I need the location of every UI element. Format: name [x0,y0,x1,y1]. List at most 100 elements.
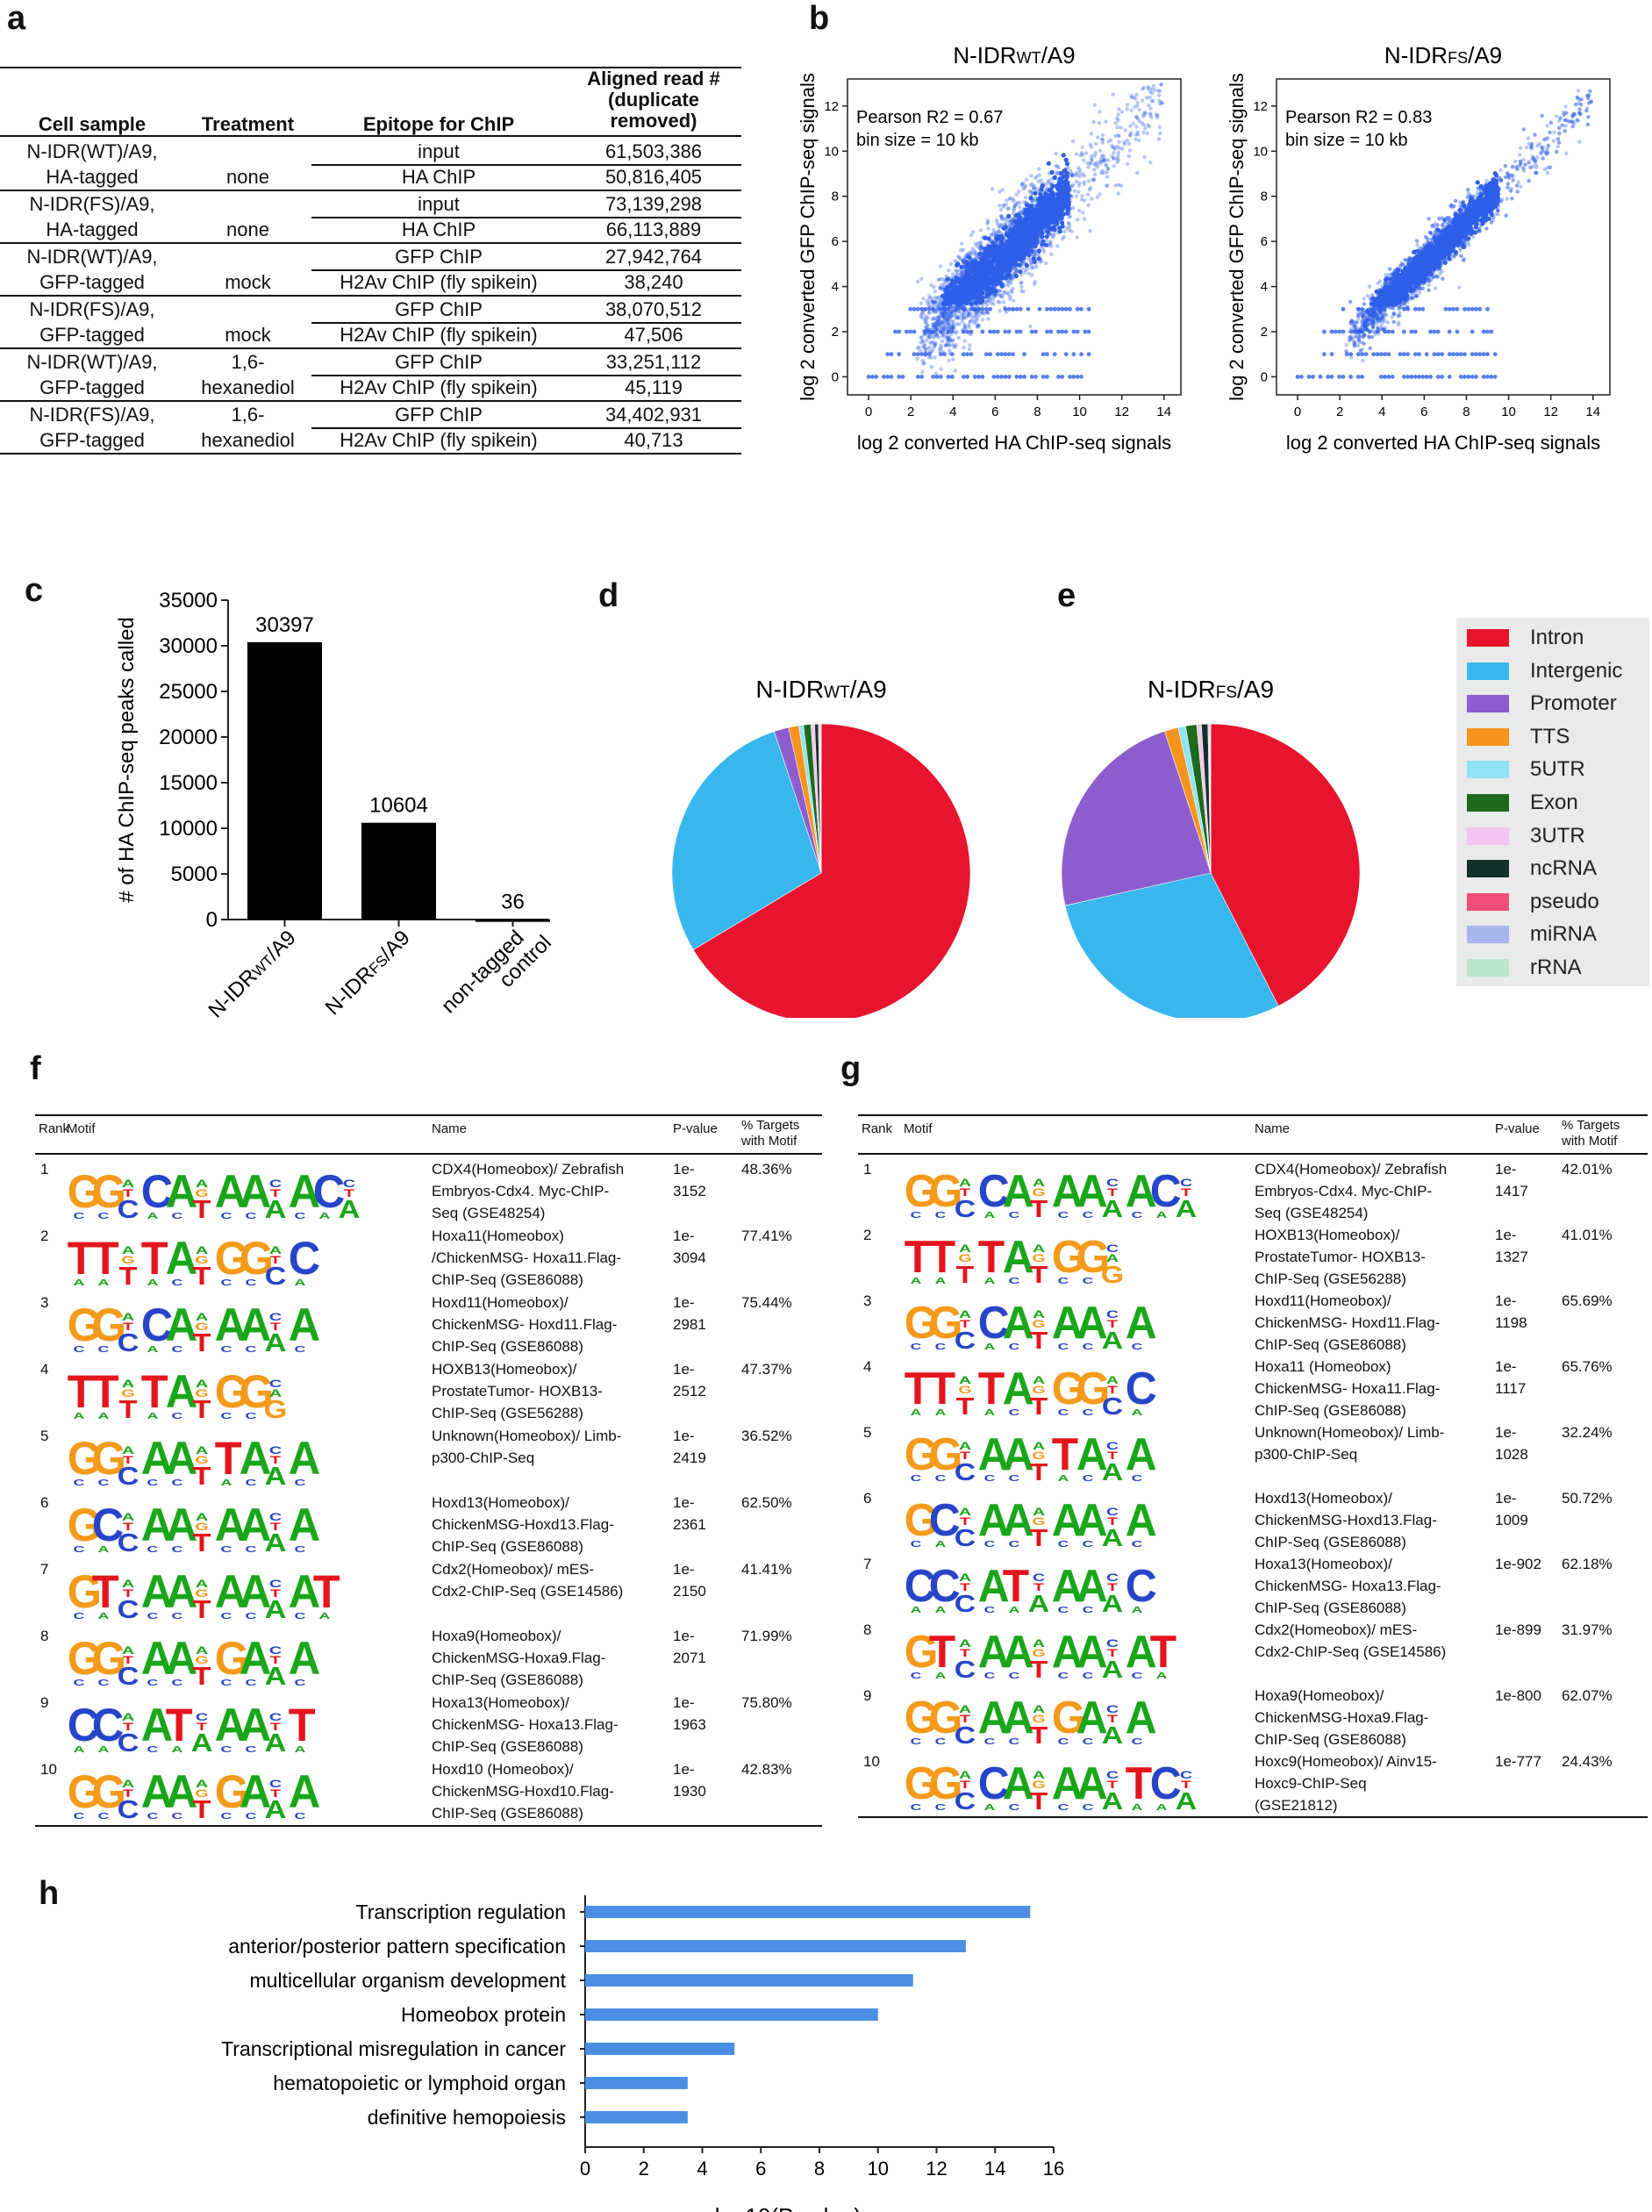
scatter-point [980,329,985,334]
scatter-point [1012,208,1016,213]
group-rule [0,400,741,402]
cell-sample: GFP-tagged [39,376,145,398]
scatter-point [923,346,927,351]
x-axis-label: log 2 converted HA ChIP-seq signals [857,432,1171,454]
scatter-point [1077,208,1082,213]
scatter-point [1126,161,1130,167]
scatter-point [1089,145,1094,149]
scatter-point [1056,306,1061,311]
scatter-point [1134,137,1138,141]
scatter-point [967,254,972,260]
scatter-point [1137,107,1141,112]
scatter-point [998,224,1003,228]
scatter-point [1037,306,1042,311]
scatter-point [961,352,966,357]
x-tick-label: 0 [865,404,872,419]
scatter-point [1005,198,1009,203]
scatter-point [955,271,960,276]
scatter-point [1014,192,1019,197]
scatter-point [1116,158,1120,162]
scatter-point [1026,271,1031,276]
scatter-point [889,375,894,379]
scatter-point [1041,352,1046,357]
scatter-point [1092,168,1097,172]
scatter-point [1055,205,1060,211]
scatter-point [960,317,964,321]
scatter-point [988,352,992,357]
scatter-point [988,276,993,282]
scatter-point [961,316,966,320]
scatter-point [929,364,933,369]
scatter-point [1040,234,1045,240]
scatter-point [965,329,969,334]
scatter-point [989,233,994,238]
scatter-point [995,329,1000,334]
scatter-point [966,311,970,316]
scatter-point [1045,352,1049,357]
scatter-point [972,248,976,254]
scatter-point [1000,268,1005,274]
row-rule [311,322,741,324]
scatter-point [957,255,962,260]
x-tick-label: 14 [1156,404,1171,419]
cell-sample: HA-tagged [46,218,139,240]
scatter-point [1086,203,1091,207]
scatter-point [993,289,998,294]
scatter-point [927,311,932,315]
scatter-point [1148,112,1153,118]
cell-epitope: GFP ChIP [395,246,483,268]
scatter-point [1058,190,1064,195]
scatter-point [919,306,925,311]
scatter-point [1110,143,1114,147]
scatter-point [926,329,932,334]
scatter-point [991,375,997,379]
scatter-point [980,375,985,379]
scatter-point [1081,211,1085,215]
scatter-point [1086,352,1091,357]
scatter-point [1063,306,1069,311]
scatter-point [1125,138,1129,143]
scatter-point [915,352,920,357]
scatter-point [1022,352,1026,357]
scatter-point [972,272,977,277]
scatter-point [1091,177,1097,182]
scatter-point [926,315,930,320]
scatter-point [1134,97,1138,101]
scatter-point [947,312,951,318]
scatter-point [1122,142,1126,147]
panel-label-e: e [1057,577,1076,614]
scatter-point [1105,175,1110,179]
scatter-point [1100,154,1105,158]
scatter-point [934,308,939,312]
scatter-point [1016,247,1021,252]
scatter-point [992,269,998,275]
scatter-point [1063,198,1069,204]
scatter-point [1069,171,1074,175]
scatter-point [1026,253,1032,258]
header-cell-reads: (duplicate [608,89,699,111]
scatter-point [882,375,886,379]
scatter-point [1132,95,1136,100]
scatter-point [969,352,974,357]
scatter-point [1075,218,1080,222]
scatter-point [946,301,951,306]
scatter-point [1014,268,1019,273]
scatter-point [962,311,966,315]
scatter-point [915,306,920,311]
scatter-point [1050,234,1055,240]
scatter-point [995,231,999,235]
scatter-point [1100,140,1105,145]
scatter-point [919,276,924,281]
scatter-point [1088,229,1092,233]
scatter-point [919,335,923,340]
cell-treatment: 1,6- [231,404,265,426]
cell-epitope: GFP ChIP [395,404,483,426]
scatter-point [1144,96,1149,100]
scatter-point [967,347,972,352]
scatter-point [1075,329,1080,334]
scatter-point [969,233,974,238]
scatter-point [997,223,1001,227]
scatter-point [1126,103,1130,107]
scatter-point [931,340,935,344]
scatter-point [1095,195,1099,199]
